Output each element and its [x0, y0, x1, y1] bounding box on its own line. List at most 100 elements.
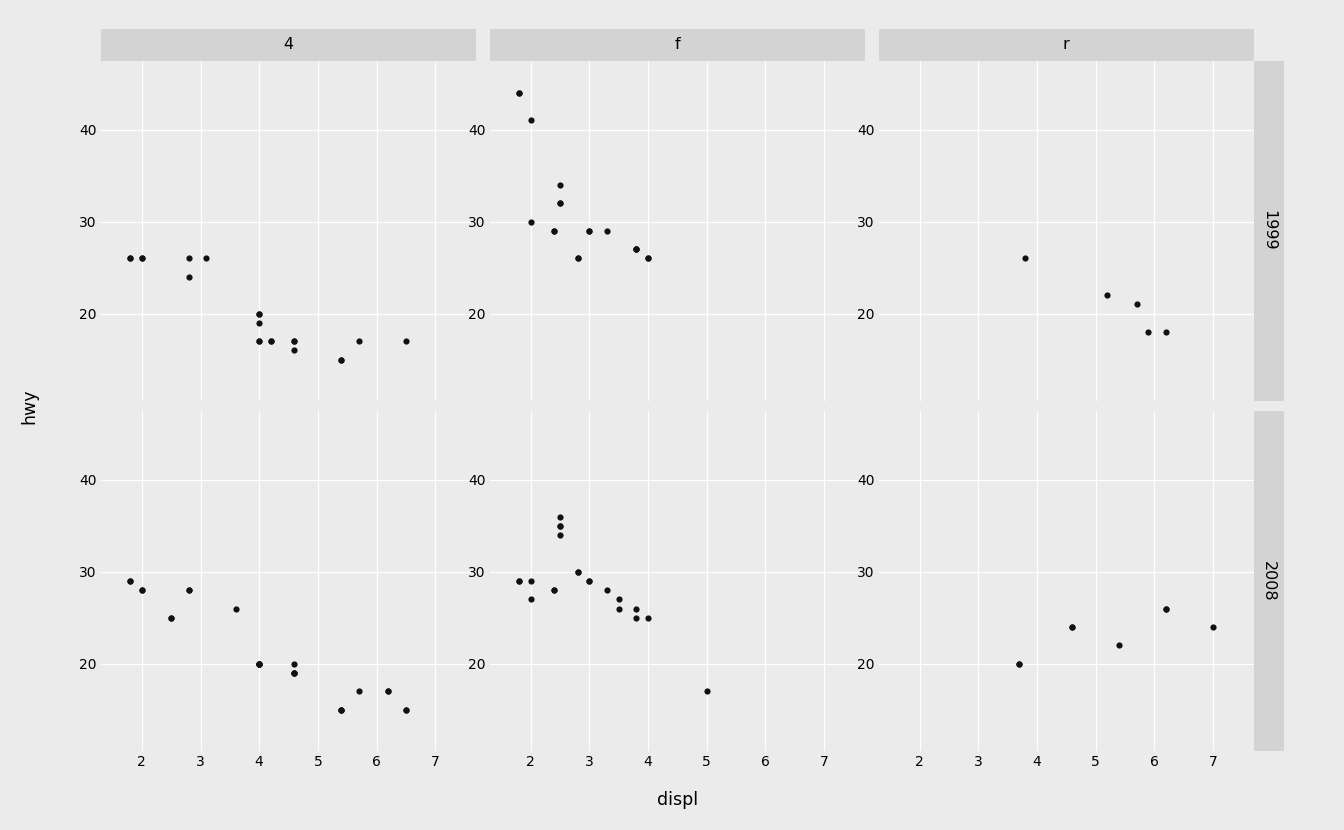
Point — [224, 602, 246, 615]
Point — [249, 316, 270, 330]
Point — [550, 197, 571, 210]
Point — [1202, 620, 1223, 633]
Point — [284, 334, 305, 348]
Point — [284, 666, 305, 680]
Point — [579, 574, 601, 588]
Point — [284, 344, 305, 357]
Point — [1008, 657, 1030, 671]
Text: 4: 4 — [284, 37, 293, 52]
Point — [543, 583, 564, 597]
Point — [579, 224, 601, 237]
Point — [378, 685, 399, 698]
Point — [249, 334, 270, 348]
Point — [637, 251, 659, 265]
Point — [395, 703, 417, 716]
Point — [249, 657, 270, 671]
Point — [331, 353, 352, 366]
Point — [249, 657, 270, 671]
Point — [120, 251, 141, 265]
Point — [508, 574, 530, 588]
Point — [1137, 325, 1159, 339]
Point — [160, 611, 181, 624]
Point — [132, 583, 153, 597]
Point — [520, 215, 542, 228]
Point — [520, 114, 542, 127]
Point — [1109, 639, 1130, 652]
Point — [348, 334, 370, 348]
Point — [579, 574, 601, 588]
Point — [331, 703, 352, 716]
Point — [550, 510, 571, 523]
Point — [160, 611, 181, 624]
Point — [261, 334, 282, 348]
Point — [331, 703, 352, 716]
Point — [120, 574, 141, 588]
Point — [120, 251, 141, 265]
Point — [132, 251, 153, 265]
Point — [132, 251, 153, 265]
Point — [607, 593, 629, 606]
Point — [120, 574, 141, 588]
Point — [508, 86, 530, 100]
Point — [177, 270, 199, 283]
Point — [508, 86, 530, 100]
Point — [567, 251, 589, 265]
Point — [177, 583, 199, 597]
Point — [550, 178, 571, 192]
Point — [1156, 602, 1177, 615]
Point — [625, 242, 646, 256]
Text: 1999: 1999 — [1261, 211, 1277, 251]
Text: f: f — [675, 37, 680, 52]
Point — [284, 657, 305, 671]
Point — [261, 334, 282, 348]
Point — [284, 666, 305, 680]
Point — [520, 593, 542, 606]
Point — [395, 703, 417, 716]
Point — [579, 224, 601, 237]
Point — [625, 242, 646, 256]
Point — [331, 703, 352, 716]
Point — [607, 602, 629, 615]
Point — [249, 657, 270, 671]
Point — [1097, 289, 1118, 302]
Point — [567, 565, 589, 579]
Point — [625, 242, 646, 256]
Point — [348, 685, 370, 698]
Point — [249, 657, 270, 671]
Point — [550, 529, 571, 542]
Point — [625, 611, 646, 624]
Point — [196, 251, 218, 265]
Point — [550, 197, 571, 210]
Point — [284, 666, 305, 680]
Point — [625, 602, 646, 615]
Point — [550, 520, 571, 533]
Point — [550, 520, 571, 533]
Text: r: r — [1063, 37, 1070, 52]
Point — [177, 583, 199, 597]
Point — [132, 583, 153, 597]
Point — [508, 574, 530, 588]
Point — [1015, 251, 1036, 265]
Point — [543, 224, 564, 237]
Point — [249, 307, 270, 320]
Point — [249, 657, 270, 671]
Point — [543, 224, 564, 237]
Point — [543, 583, 564, 597]
Point — [597, 224, 618, 237]
Point — [395, 334, 417, 348]
Point — [1008, 657, 1030, 671]
Point — [637, 251, 659, 265]
Point — [637, 611, 659, 624]
Text: displ: displ — [657, 791, 698, 809]
Point — [567, 251, 589, 265]
Text: hwy: hwy — [20, 388, 39, 423]
Point — [696, 685, 718, 698]
Point — [249, 334, 270, 348]
Text: 2008: 2008 — [1261, 561, 1277, 601]
Point — [567, 565, 589, 579]
Point — [597, 583, 618, 597]
Point — [378, 685, 399, 698]
Point — [331, 353, 352, 366]
Point — [1062, 620, 1083, 633]
Point — [1126, 298, 1148, 311]
